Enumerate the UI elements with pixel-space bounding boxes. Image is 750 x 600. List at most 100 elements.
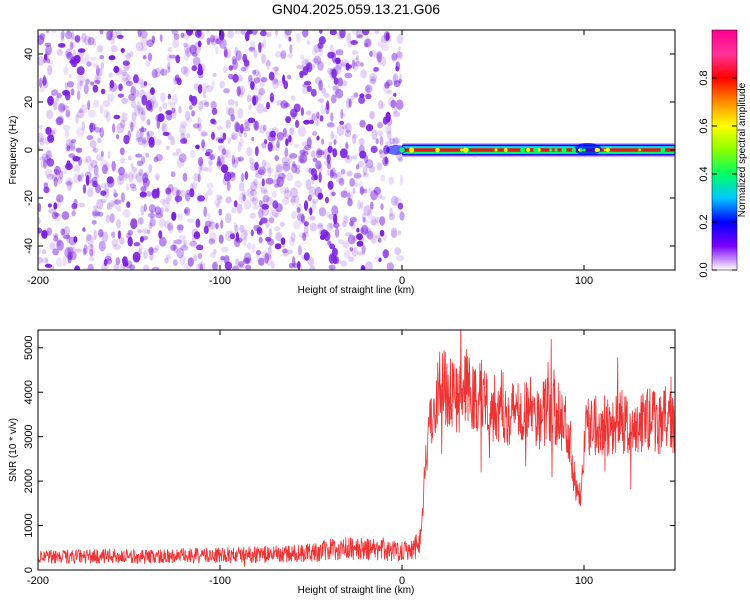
noise-blob — [303, 225, 309, 234]
noise-blob — [223, 171, 232, 182]
noise-blob — [44, 42, 52, 47]
noise-blob — [235, 237, 243, 243]
noise-blob — [295, 32, 302, 43]
noise-blob — [179, 124, 186, 136]
noise-blob — [214, 198, 221, 206]
noise-blob — [218, 234, 224, 244]
noise-blob — [386, 262, 394, 270]
noise-blob — [113, 114, 121, 120]
noise-blob — [305, 57, 310, 68]
noise-blob — [232, 58, 238, 70]
noise-blob — [98, 240, 106, 252]
noise-blob — [312, 48, 317, 56]
noise-blob — [356, 251, 363, 256]
noise-blob — [186, 189, 190, 196]
noise-blob — [295, 167, 301, 175]
colorbar-gradient — [711, 29, 738, 271]
noise-blob — [58, 102, 66, 113]
band-speck — [503, 148, 508, 152]
noise-blob — [267, 167, 272, 178]
noise-blob — [129, 120, 137, 128]
noise-blob — [326, 222, 333, 232]
noise-blob — [280, 50, 287, 59]
noise-blob — [278, 172, 286, 180]
noise-blob — [282, 251, 289, 257]
noise-blob — [45, 126, 52, 135]
noise-blob — [150, 95, 157, 104]
noise-blob — [189, 182, 194, 194]
noise-blob — [392, 137, 399, 146]
noise-blob — [290, 232, 296, 243]
noise-blob — [332, 172, 338, 179]
noise-blob — [230, 114, 235, 122]
noise-blob — [58, 43, 66, 48]
noise-blob — [369, 111, 375, 121]
noise-blob — [151, 266, 160, 270]
noise-blob — [253, 69, 260, 77]
noise-blob — [263, 107, 268, 113]
noise-blob — [327, 145, 333, 154]
noise-blob — [365, 38, 373, 49]
noise-blob — [221, 148, 227, 156]
noise-blob — [365, 124, 374, 132]
noise-blob — [55, 96, 59, 102]
noise-blob — [89, 249, 94, 257]
noise-blob — [158, 218, 166, 228]
noise-blob — [110, 38, 116, 45]
noise-blob — [290, 195, 296, 206]
noise-blob — [394, 247, 402, 256]
noise-blob — [138, 168, 144, 176]
noise-blob — [148, 222, 153, 230]
noise-blob — [302, 30, 309, 38]
noise-blob — [311, 198, 319, 204]
noise-blob — [47, 203, 53, 208]
noise-blob — [208, 164, 212, 174]
noise-blob — [178, 153, 187, 163]
noise-blob — [381, 43, 390, 52]
noise-blob — [296, 64, 304, 70]
noise-blob — [318, 30, 323, 34]
noise-blob — [151, 69, 158, 79]
noise-blob — [105, 258, 113, 265]
noise-blob — [296, 207, 301, 214]
noise-blob — [352, 236, 358, 242]
noise-blob — [139, 129, 144, 139]
x-tick-label: 0 — [399, 275, 405, 287]
noise-blob — [38, 217, 41, 226]
noise-blob — [60, 31, 65, 41]
noise-blob — [84, 35, 92, 46]
noise-blob — [211, 131, 215, 140]
noise-blob — [61, 211, 70, 220]
noise-blob — [56, 49, 63, 56]
noise-blob — [378, 99, 383, 110]
noise-blob — [211, 107, 218, 115]
noise-blob — [104, 255, 112, 262]
signal-band — [386, 143, 675, 157]
noise-blob — [375, 234, 382, 240]
noise-blob — [332, 85, 339, 91]
noise-blob — [301, 58, 309, 70]
noise-blob — [176, 247, 185, 259]
noise-blob — [130, 122, 134, 132]
noise-blob — [106, 204, 111, 211]
noise-blob — [204, 151, 211, 157]
noise-blob — [204, 101, 210, 108]
noise-blob — [337, 77, 344, 87]
noise-blob — [212, 35, 220, 41]
noise-blob — [113, 65, 120, 74]
noise-blob — [197, 117, 202, 128]
noise-blob — [364, 43, 368, 48]
noise-blob — [210, 100, 217, 110]
noise-blob — [140, 46, 148, 52]
noise-blob — [265, 177, 274, 185]
noise-blob — [167, 184, 174, 193]
noise-blob — [61, 105, 70, 111]
noise-blob — [186, 218, 195, 223]
noise-blob — [171, 107, 176, 114]
noise-blob — [154, 245, 160, 251]
noise-blob — [78, 108, 83, 113]
noise-blob — [247, 117, 256, 124]
noise-blob — [289, 127, 295, 135]
noise-blob — [358, 138, 365, 146]
